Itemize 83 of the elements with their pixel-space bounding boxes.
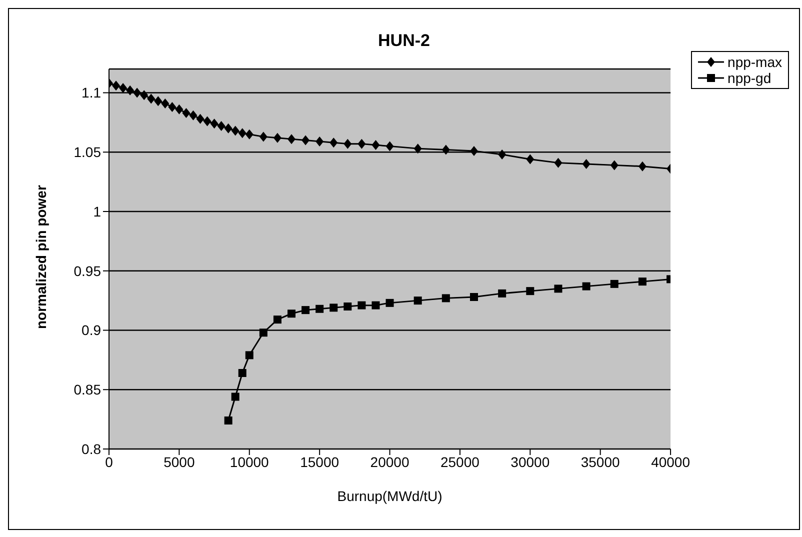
point [182,108,190,118]
point [582,282,590,290]
point [330,304,338,312]
point [140,90,148,100]
point [273,316,282,324]
point [154,96,162,106]
point [638,278,646,286]
point [259,132,268,142]
point [554,158,562,168]
point [175,104,184,114]
x-tick-label: 20000 [370,454,410,470]
legend-label: npp-gd [728,70,772,86]
x-tick-label: 40000 [651,454,690,470]
point [526,287,534,296]
point [259,328,268,337]
x-tick-label: 35000 [580,454,620,470]
point [224,123,232,134]
point [168,102,176,112]
chart-title: HUN-2 [377,31,431,51]
point [316,304,324,313]
point [126,85,134,96]
point [554,284,562,293]
point [582,159,590,169]
point [316,136,324,146]
x-tick-label: 5000 [164,454,195,470]
x-tick-label: 10000 [230,454,270,470]
point [358,138,366,149]
point [358,301,366,310]
point [526,154,534,164]
point [498,150,506,160]
point [147,94,156,104]
point [414,296,422,305]
point [288,310,296,318]
point [610,280,618,288]
point [442,294,450,302]
y-tick-label: 0.85 [74,382,102,398]
point [302,135,310,146]
point [203,116,212,126]
point [372,301,380,310]
point [217,121,226,131]
y-tick-label: 1.1 [82,84,102,101]
point [231,392,240,401]
x-tick-label: 30000 [510,454,550,470]
point [470,293,478,301]
legend-label: npp-max [728,54,782,70]
point [210,118,218,129]
point [470,146,478,156]
point [112,80,120,91]
point [498,289,506,298]
x-tick-label: 15000 [300,454,340,470]
point [288,134,296,144]
point [231,126,240,136]
point [245,129,254,140]
point [344,302,352,310]
point [386,298,394,307]
y-axis-title: normalized pin power [32,184,49,329]
point [196,114,204,124]
point [344,138,352,149]
x-axis-title: Burnup(MWd/tU) [337,488,442,504]
x-tick-label: 25000 [440,454,480,470]
point [638,161,646,172]
x-tick-label: 0 [105,454,114,470]
y-tick-label: 0.95 [74,262,102,279]
point [372,140,380,150]
point [330,138,338,148]
point [238,128,246,138]
point [245,351,254,360]
point [238,369,246,377]
point [302,306,310,314]
point [119,83,128,93]
point [224,416,232,424]
point [442,144,450,155]
y-tick-label: 1.05 [74,144,102,160]
point [610,160,618,170]
point [273,132,282,143]
point [414,144,422,154]
point [133,88,142,98]
point [189,110,198,120]
y-tick-label: 0.8 [82,440,102,457]
point [161,98,170,108]
y-tick-label: 0.9 [82,322,102,338]
point [386,141,394,152]
y-tick-label: 1 [93,203,102,220]
